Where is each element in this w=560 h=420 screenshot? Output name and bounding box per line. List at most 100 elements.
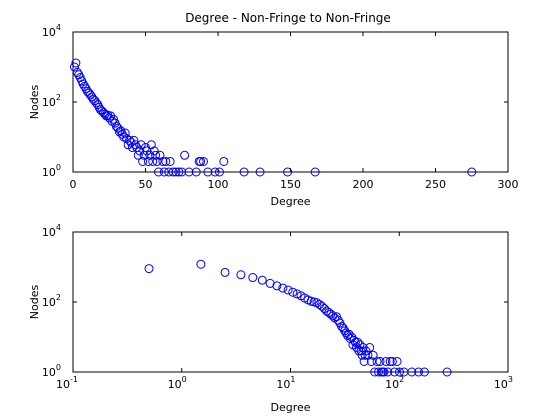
data-point: [344, 329, 354, 339]
data-point: [161, 156, 171, 166]
x-tick-label: 101: [276, 375, 295, 391]
data-point: [374, 367, 384, 377]
data-point: [350, 337, 360, 347]
data-point: [317, 301, 327, 311]
data-point: [203, 167, 213, 177]
x-tick-label: 300: [498, 178, 519, 191]
data-point: [91, 98, 101, 108]
data-point: [467, 167, 477, 177]
top-plot-x-label: Degree: [270, 195, 310, 208]
data-point: [255, 167, 265, 177]
y-tick-label: 100: [42, 363, 61, 379]
data-point: [383, 367, 393, 377]
data-point: [164, 167, 174, 177]
data-point: [154, 167, 164, 177]
data-point: [385, 356, 395, 366]
x-tick-label: 0: [70, 178, 77, 191]
x-tick-label: 100: [208, 178, 229, 191]
data-point: [69, 62, 79, 72]
data-point: [196, 259, 206, 269]
data-point: [174, 167, 184, 177]
data-point: [328, 311, 338, 321]
data-point: [390, 367, 400, 377]
data-point: [265, 278, 275, 288]
data-point: [283, 167, 293, 177]
x-tick-label: 103: [494, 375, 513, 391]
data-point: [146, 140, 156, 150]
data-point: [310, 167, 320, 177]
data-point: [127, 143, 137, 153]
data-point: [210, 167, 220, 177]
data-point: [104, 113, 114, 123]
x-tick-label: 250: [425, 178, 446, 191]
data-point: [151, 150, 161, 160]
data-point: [199, 156, 208, 166]
data-point: [149, 146, 159, 156]
data-point: [106, 111, 116, 121]
top-plot-frame: [72, 31, 509, 173]
data-point: [83, 86, 92, 96]
data-point: [85, 90, 95, 100]
y-tick-label: 104: [42, 223, 61, 239]
data-point: [72, 67, 82, 77]
data-point: [80, 81, 90, 91]
bottom-plot-points: [144, 259, 452, 377]
data-point: [142, 146, 152, 156]
y-tick-label: 100: [42, 163, 61, 179]
data-point: [414, 367, 424, 377]
data-point: [419, 367, 429, 377]
data-point: [101, 111, 111, 121]
y-tick-label: 104: [42, 23, 61, 39]
data-point: [442, 367, 452, 377]
data-point: [272, 281, 282, 291]
data-point: [387, 356, 397, 366]
data-point: [214, 167, 224, 177]
data-point: [78, 79, 88, 89]
data-point: [372, 356, 382, 366]
data-point: [407, 367, 417, 377]
data-point: [355, 340, 365, 350]
data-point: [365, 343, 375, 353]
data-point: [219, 156, 229, 166]
data-point: [113, 123, 123, 133]
y-tick-label: 102: [42, 293, 61, 309]
data-point: [168, 167, 178, 177]
x-tick-label: 150: [280, 178, 301, 191]
data-point: [239, 167, 249, 177]
data-point: [353, 337, 363, 347]
top-plot-points: [69, 58, 477, 177]
data-point: [71, 58, 81, 68]
data-point: [343, 331, 353, 341]
data-point: [191, 167, 201, 177]
data-point: [165, 156, 175, 166]
data-point: [278, 283, 288, 293]
data-point: [120, 128, 130, 138]
x-tick-label: 10-1: [56, 375, 78, 391]
data-point: [366, 356, 376, 366]
top-plot-tick-labels: 0 50 100 150 200 250 300 100 102 104: [42, 23, 519, 191]
data-point: [148, 156, 158, 166]
data-point: [196, 156, 206, 166]
top-plot: Degree - Non-Fringe to Non-Fringe 0 50 100…: [28, 11, 519, 208]
bottom-plot-x-label: Degree: [270, 401, 310, 414]
data-point: [288, 287, 298, 297]
data-point: [248, 273, 258, 283]
data-point: [143, 156, 153, 166]
bottom-plot-frame: [72, 231, 509, 373]
x-tick-label: 102: [385, 375, 404, 391]
data-point: [144, 264, 154, 274]
x-tick-label: 100: [168, 375, 187, 391]
data-point: [392, 356, 402, 366]
data-point: [171, 167, 181, 177]
data-point: [136, 140, 146, 150]
data-point: [159, 167, 169, 177]
data-point: [381, 356, 391, 366]
data-point: [155, 150, 165, 160]
x-tick-label: 50: [139, 178, 153, 191]
top-plot-title: Degree - Non-Fringe to Non-Fringe: [185, 11, 391, 25]
data-point: [220, 267, 230, 277]
data-point: [379, 367, 389, 377]
x-tick-label: 200: [353, 178, 374, 191]
data-point: [184, 167, 194, 177]
